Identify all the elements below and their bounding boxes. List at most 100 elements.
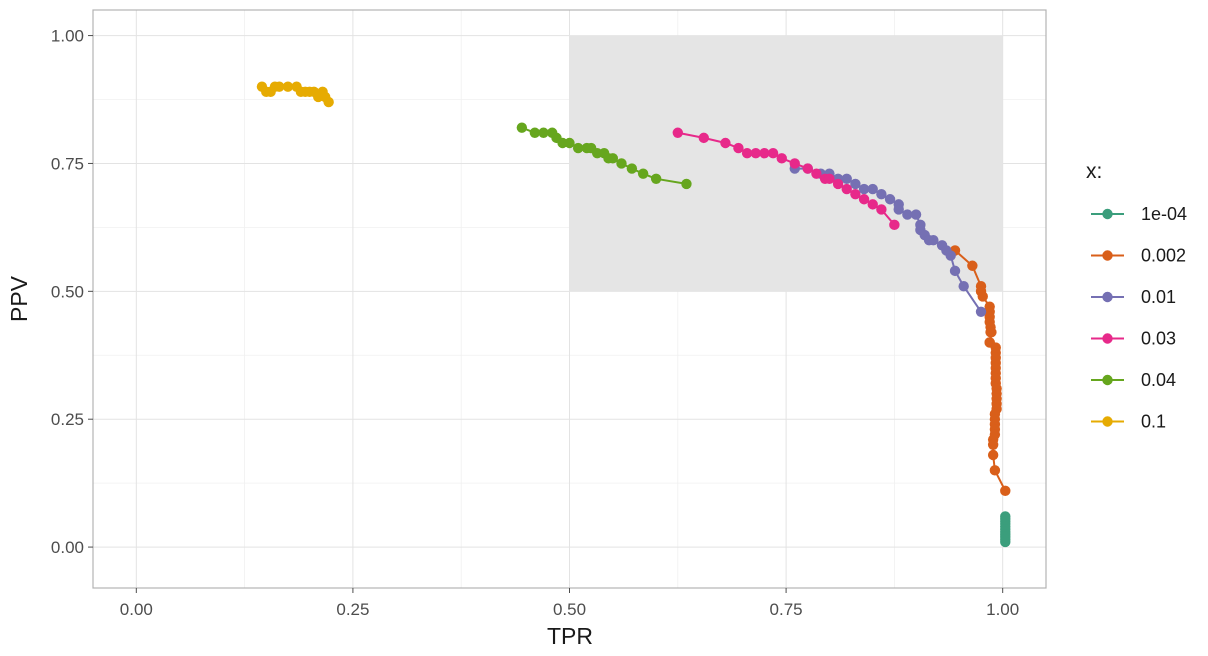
data-point bbox=[910, 209, 922, 220]
legend-key-point bbox=[1102, 291, 1113, 303]
legend-label: 0.002 bbox=[1141, 246, 1186, 266]
series-layer bbox=[256, 81, 1011, 548]
legend-key-point bbox=[1102, 374, 1113, 386]
data-point bbox=[616, 158, 627, 169]
data-point bbox=[750, 148, 761, 159]
data-point bbox=[282, 81, 294, 92]
data-point bbox=[572, 142, 584, 154]
legend-item: 0.03 bbox=[1091, 329, 1176, 349]
x-tick-label: 1.00 bbox=[986, 600, 1019, 619]
data-point bbox=[672, 127, 683, 138]
shaded-region bbox=[569, 35, 1003, 292]
data-point bbox=[987, 449, 999, 461]
x-tick-label: 0.75 bbox=[770, 600, 803, 619]
data-point bbox=[876, 188, 887, 200]
y-tick-label: 1.00 bbox=[51, 27, 84, 46]
data-point bbox=[824, 173, 835, 184]
data-point bbox=[650, 173, 662, 184]
x-axis-title: TPR bbox=[547, 623, 593, 649]
data-point bbox=[893, 204, 904, 215]
legend-item: 0.01 bbox=[1091, 287, 1176, 307]
data-point bbox=[986, 327, 997, 338]
data-point bbox=[1000, 536, 1011, 548]
series-0.1 bbox=[256, 81, 334, 108]
x-tick-label: 0.00 bbox=[120, 600, 153, 619]
data-point bbox=[516, 122, 528, 133]
data-point bbox=[637, 168, 649, 179]
data-point bbox=[876, 204, 887, 215]
legend-key-point bbox=[1102, 208, 1113, 220]
legend-item: 1e-04 bbox=[1091, 204, 1187, 224]
legend-items: 1e-04 0.002 0.01 0.03 0.04 0.1 bbox=[1091, 204, 1187, 432]
data-point bbox=[607, 153, 619, 164]
legend-title: x: bbox=[1086, 160, 1102, 183]
data-point bbox=[902, 209, 913, 220]
data-point bbox=[529, 127, 541, 138]
legend-item: 0.04 bbox=[1091, 370, 1176, 390]
y-tick-label: 0.00 bbox=[51, 538, 84, 557]
data-point bbox=[759, 148, 770, 159]
data-point bbox=[841, 173, 852, 184]
data-point bbox=[889, 219, 900, 231]
data-point bbox=[274, 81, 285, 92]
legend-label: 0.04 bbox=[1141, 370, 1176, 390]
y-tick-label: 0.25 bbox=[51, 410, 84, 429]
data-point bbox=[850, 178, 861, 190]
data-point bbox=[741, 148, 753, 159]
legend-key-point bbox=[1102, 250, 1113, 261]
data-point bbox=[949, 265, 961, 277]
series-0.03 bbox=[672, 127, 900, 231]
y-tick-label: 0.50 bbox=[51, 282, 84, 301]
x-tick-label: 0.50 bbox=[553, 600, 586, 619]
series-0.002 bbox=[949, 245, 1011, 497]
legend-label: 0.1 bbox=[1141, 412, 1166, 432]
data-point bbox=[733, 142, 744, 154]
data-point bbox=[977, 291, 988, 302]
series-0.01 bbox=[789, 163, 987, 317]
data-point bbox=[626, 163, 638, 174]
legend-label: 0.03 bbox=[1141, 329, 1176, 349]
data-point bbox=[767, 148, 779, 159]
data-point bbox=[987, 439, 999, 450]
series-1e-04 bbox=[1000, 511, 1011, 548]
legend-key-point bbox=[1102, 333, 1113, 344]
data-point bbox=[776, 153, 787, 164]
legend-label: 1e-04 bbox=[1141, 204, 1187, 224]
x-tick-label: 0.25 bbox=[336, 600, 369, 619]
y-tick-label: 0.75 bbox=[51, 154, 84, 173]
data-point bbox=[538, 127, 549, 138]
data-point bbox=[698, 132, 709, 144]
data-point bbox=[975, 306, 987, 317]
data-point bbox=[841, 183, 852, 195]
data-point bbox=[867, 199, 878, 210]
data-point bbox=[958, 281, 969, 292]
legend-label: 0.01 bbox=[1141, 287, 1176, 307]
data-point bbox=[858, 183, 870, 195]
data-point bbox=[681, 178, 692, 190]
legend-item: 0.002 bbox=[1091, 246, 1186, 266]
legend-key-point bbox=[1102, 416, 1113, 427]
y-axis-ticks: 0.00 0.25 0.50 0.75 1.00 bbox=[51, 27, 93, 557]
legend-item: 0.1 bbox=[1091, 412, 1166, 432]
data-point bbox=[884, 194, 896, 205]
y-axis-title: PPV bbox=[6, 275, 32, 322]
legend: x: 1e-04 0.002 0.01 0.03 0.04 0.1 bbox=[1086, 160, 1187, 432]
data-point bbox=[945, 250, 956, 261]
data-point bbox=[867, 183, 878, 195]
data-point bbox=[323, 96, 334, 108]
data-point bbox=[789, 158, 800, 169]
data-point bbox=[1000, 485, 1011, 497]
data-point bbox=[967, 260, 978, 271]
data-point bbox=[850, 188, 861, 200]
data-point bbox=[802, 163, 813, 174]
data-point bbox=[989, 465, 1001, 476]
series-0.04 bbox=[516, 122, 692, 190]
data-point bbox=[811, 168, 822, 179]
data-point bbox=[564, 137, 575, 149]
x-axis-ticks: 0.00 0.25 0.50 0.75 1.00 bbox=[120, 588, 1019, 619]
data-point bbox=[858, 194, 870, 205]
data-point bbox=[720, 137, 731, 149]
data-point bbox=[928, 234, 939, 246]
data-point bbox=[832, 178, 844, 190]
